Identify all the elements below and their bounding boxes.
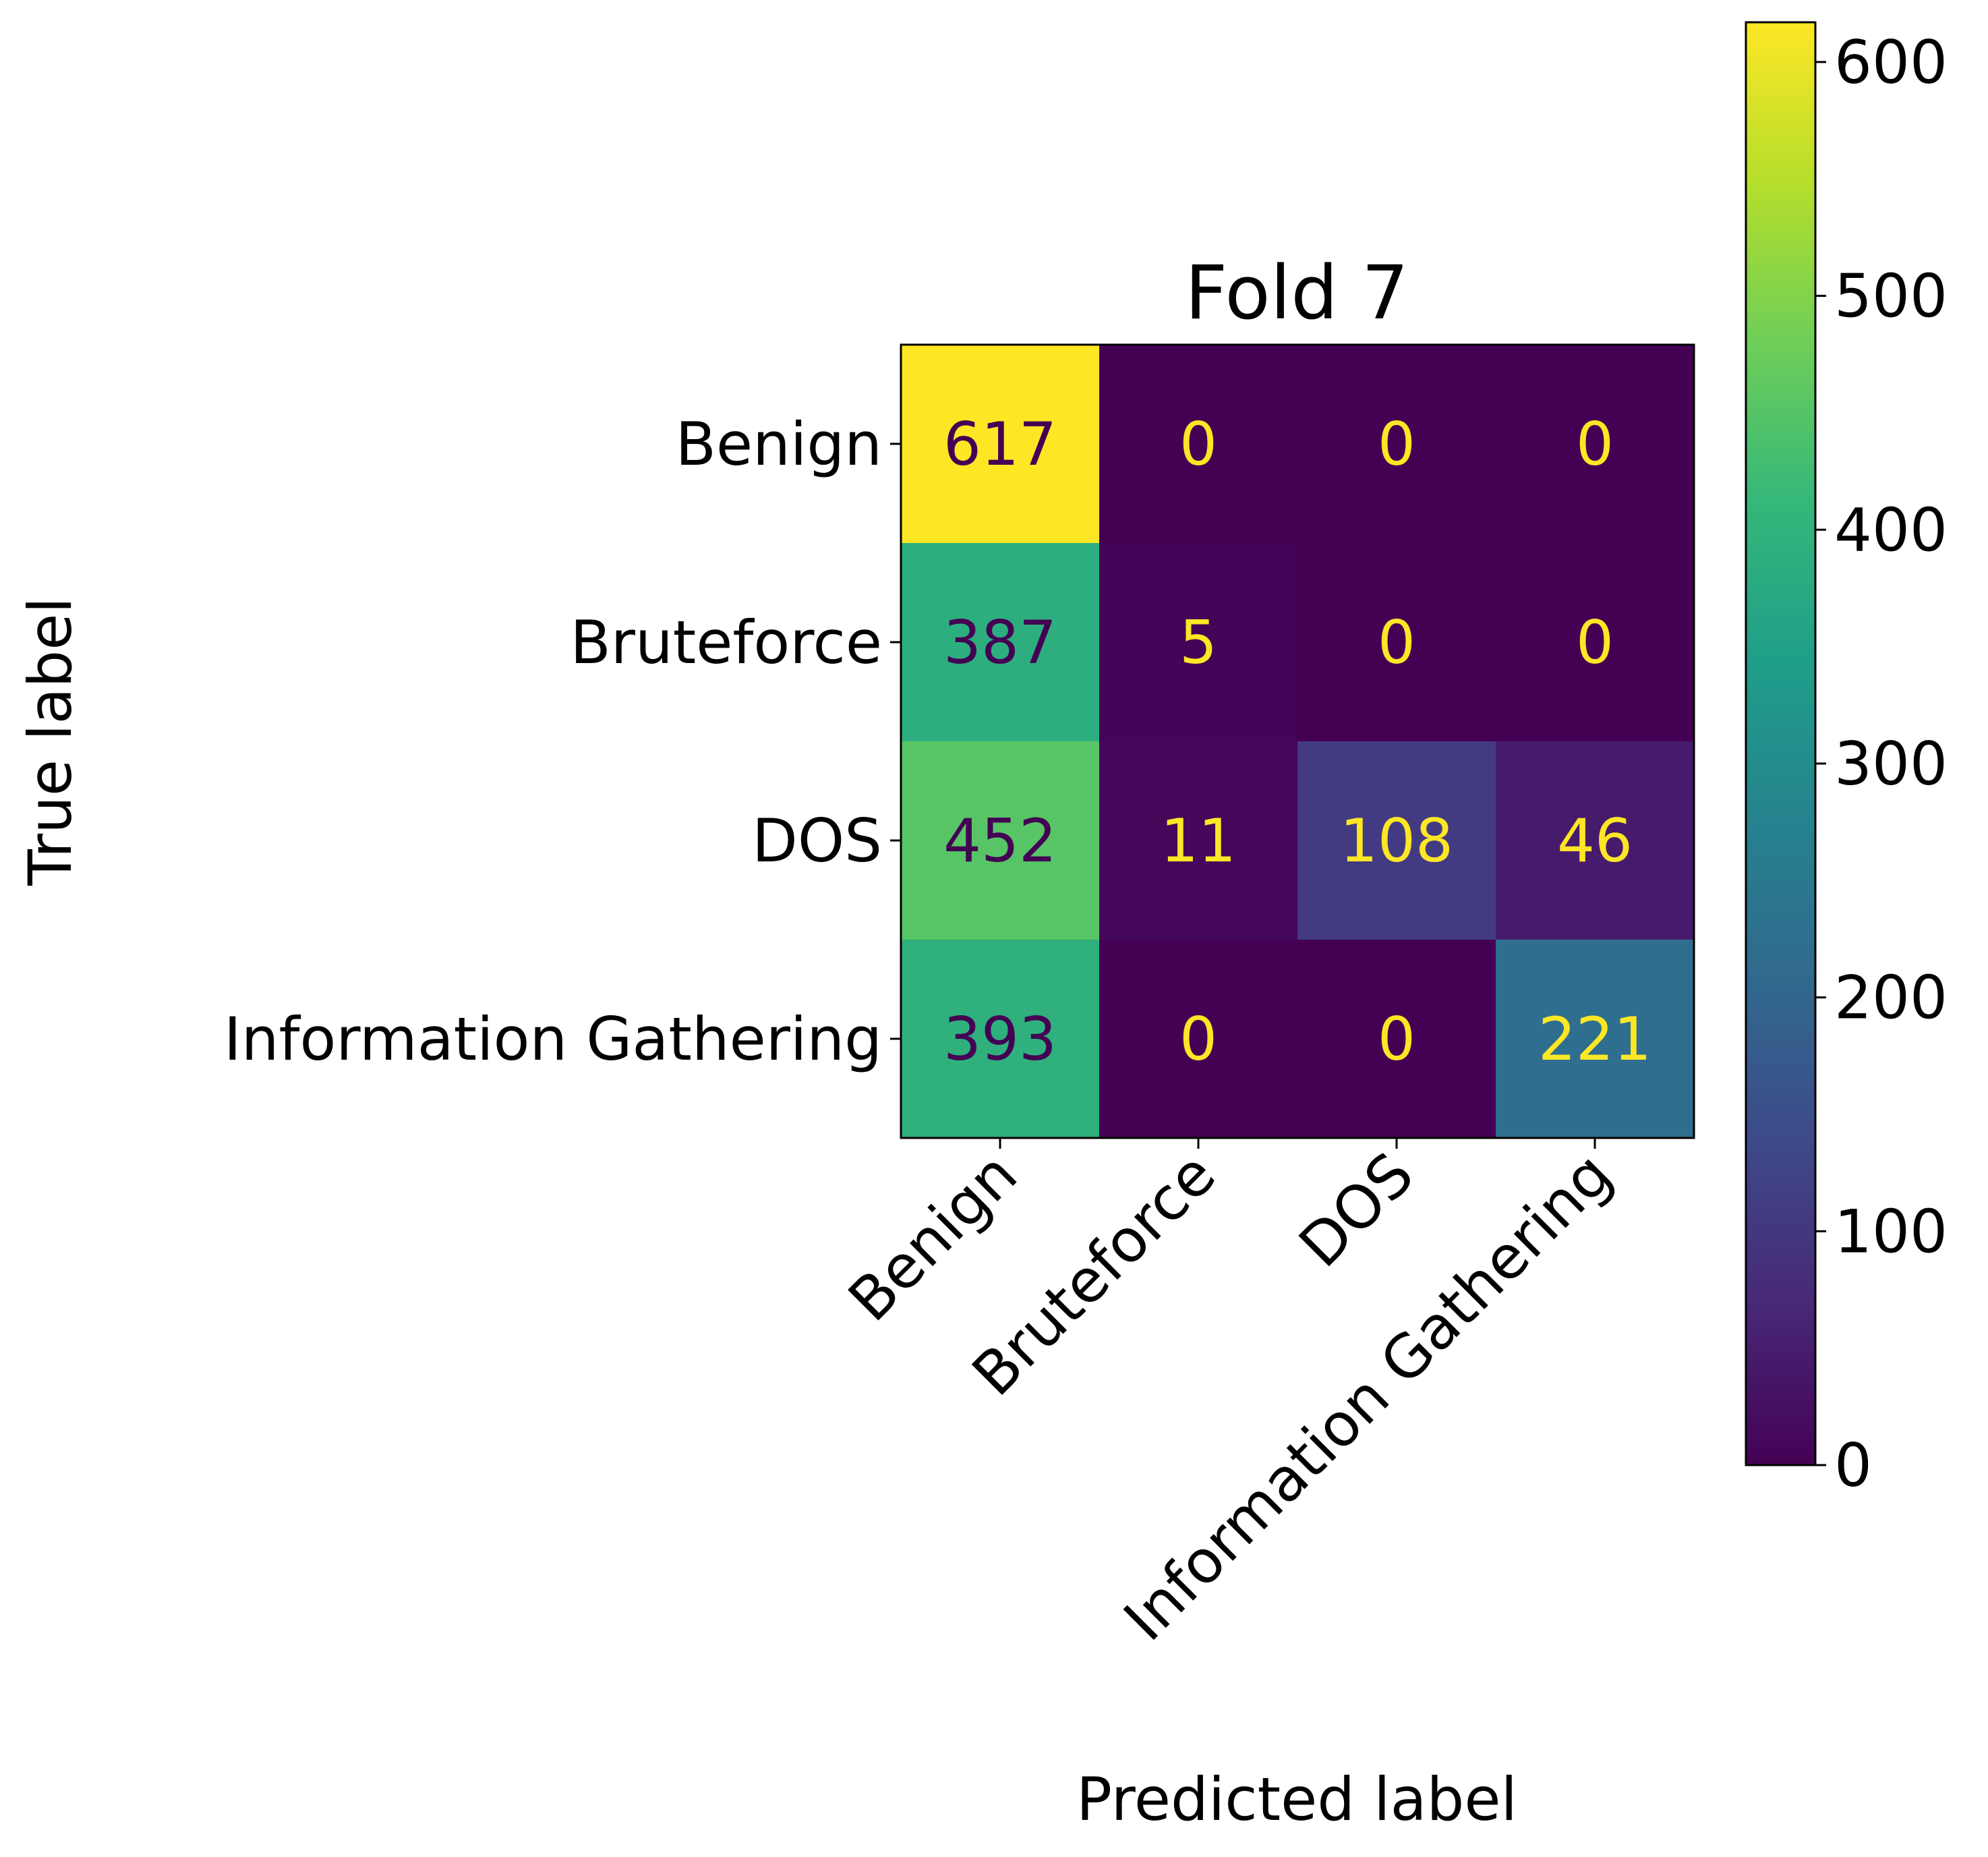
colorbar-tick-label: 200 <box>1834 963 1948 1033</box>
heatmap-cell <box>1496 345 1695 544</box>
colorbar: 0 100 200 300 400 500 600 <box>1745 21 1948 1500</box>
heatmap-cell <box>901 741 1100 940</box>
cell-value-label: 387 <box>943 608 1057 677</box>
heatmap-cell <box>901 543 1100 742</box>
y-tick-label: Bruteforce <box>570 608 882 677</box>
cell-value-label: 617 <box>943 409 1057 479</box>
heatmap-cell <box>901 345 1100 544</box>
heatmap-cell <box>1496 741 1695 940</box>
cell-value-label: 5 <box>1179 608 1217 677</box>
colorbar-tick-label: 400 <box>1834 495 1948 565</box>
x-tick-label: Benign <box>835 1139 1030 1334</box>
heatmap-cell <box>1297 543 1496 742</box>
cell-value-label: 221 <box>1538 1004 1651 1074</box>
heatmap-cell <box>1099 345 1298 544</box>
cell-value-label: 0 <box>1179 409 1217 479</box>
y-axis-ticks: Benign Bruteforce DOS Information Gathering <box>224 409 901 1074</box>
y-axis-label: True label <box>16 597 85 886</box>
colorbar-tick-label: 300 <box>1834 729 1948 799</box>
y-tick-label: Benign <box>676 409 882 479</box>
cell-value-label: 0 <box>1378 608 1415 677</box>
cell-value-label: 0 <box>1576 608 1614 677</box>
colorbar-tick-label: 100 <box>1834 1197 1948 1266</box>
x-axis-label: Predicted label <box>1076 1765 1517 1834</box>
heatmap-cell <box>1496 940 1695 1139</box>
heatmap-cell <box>1496 543 1695 742</box>
chart-title: Fold 7 <box>1185 250 1409 336</box>
cell-value-label: 46 <box>1557 806 1633 876</box>
colorbar-tick-label: 500 <box>1834 262 1948 331</box>
heatmap-cell <box>1297 741 1496 940</box>
heatmap-cell <box>1297 940 1496 1139</box>
heatmap-cell <box>1099 543 1298 742</box>
heatmap-cells <box>901 345 1695 1139</box>
heatmap-cell <box>1099 940 1298 1139</box>
cell-value-labels: 617 0 0 0 387 5 0 0 452 11 108 46 393 0 0 221 <box>943 409 1651 1074</box>
cell-value-label: 0 <box>1576 409 1614 479</box>
x-tick-label: DOS <box>1286 1139 1427 1280</box>
cell-value-label: 0 <box>1179 1004 1217 1074</box>
colorbar-gradient <box>1745 21 1817 1466</box>
heatmap-cell <box>1099 741 1298 940</box>
heatmap-cell <box>1297 345 1496 544</box>
cell-value-label: 11 <box>1161 806 1236 876</box>
cell-value-label: 452 <box>943 806 1057 876</box>
cell-value-label: 0 <box>1378 1004 1415 1074</box>
colorbar-tick-label: 600 <box>1834 28 1948 97</box>
y-tick-label: Information Gathering <box>224 1004 882 1074</box>
cell-value-label: 0 <box>1378 409 1415 479</box>
colorbar-tick-label: 0 <box>1834 1431 1872 1500</box>
plot-frame <box>900 343 1695 1139</box>
colorbar-ticks: 0 100 200 300 400 500 600 <box>1815 28 1948 1500</box>
cell-value-label: 108 <box>1340 806 1453 876</box>
y-tick-label: DOS <box>752 806 882 876</box>
cell-value-label: 393 <box>943 1004 1057 1074</box>
heatmap-cell <box>901 940 1100 1139</box>
